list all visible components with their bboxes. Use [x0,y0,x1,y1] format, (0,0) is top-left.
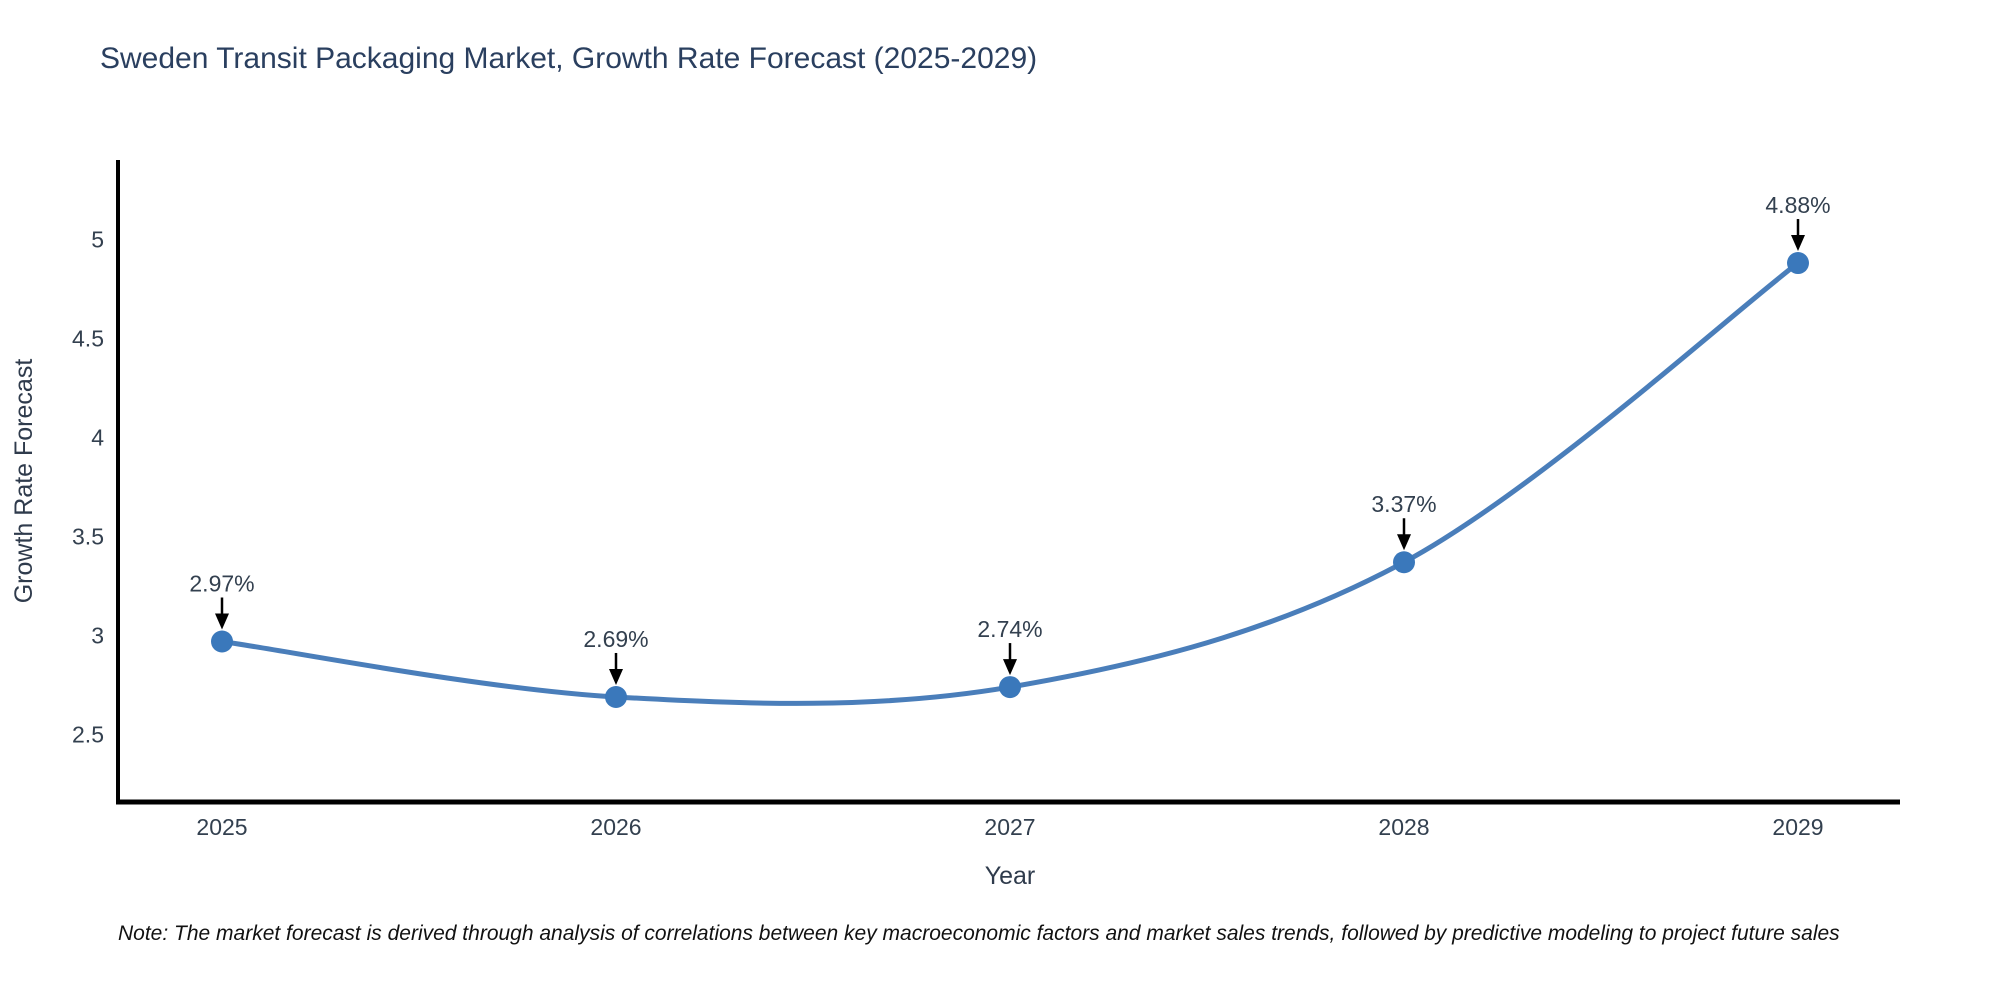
x-axis-title: Year [985,862,1036,890]
y-axis-title: Growth Rate Forecast [10,359,38,604]
x-tick-label: 2026 [590,814,641,840]
data-point-marker[interactable] [999,676,1021,699]
data-point-marker[interactable] [1787,252,1809,275]
y-tick-label: 3 [91,623,104,649]
point-value-label: 2.69% [583,626,648,652]
x-tick-label: 2029 [1772,814,1823,840]
point-value-label: 3.37% [1371,491,1436,517]
data-point-marker[interactable] [605,685,627,708]
y-tick-label: 2.5 [72,722,104,748]
y-tick-label: 4 [91,424,104,450]
data-point-marker[interactable] [211,630,233,653]
x-tick-label: 2028 [1378,814,1429,840]
footnote: Note: The market forecast is derived thr… [118,922,1840,945]
data-point-marker[interactable] [1393,551,1415,574]
x-tick-label: 2025 [196,814,247,840]
annotation-arrowhead-icon [609,668,623,685]
forecast-line [219,260,1801,706]
chart-title: Sweden Transit Packaging Market, Growth … [100,42,1037,75]
y-tick-label: 5 [91,226,104,252]
point-value-label: 4.88% [1765,192,1830,218]
y-tick-label: 4.5 [72,325,104,351]
y-tick-label: 3.5 [72,523,104,549]
annotation-arrowhead-icon [1003,659,1017,676]
x-tick-label: 2027 [984,814,1035,840]
annotation-arrowhead-icon [1791,235,1805,252]
annotation-arrowhead-icon [1397,534,1411,551]
point-value-label: 2.97% [189,571,254,597]
annotation-arrowhead-icon [215,613,229,630]
plot-area: 2.5 3 3.5 4 4.5 5 2025 2026 2027 2028 2029 2.97% 2.6… [72,160,1900,840]
point-value-label: 2.74% [977,616,1042,642]
